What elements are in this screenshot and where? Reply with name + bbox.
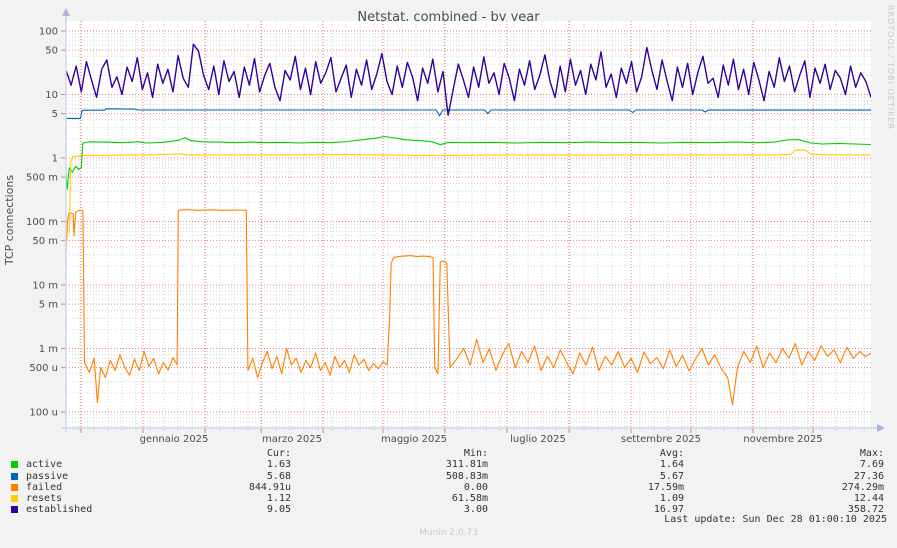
stat-value-max: 274.29m xyxy=(841,481,884,493)
y-tick-label: 50 xyxy=(45,46,58,57)
legend-swatch xyxy=(11,461,18,469)
x-axis-arrow xyxy=(877,424,885,432)
y-tick-label: 10 m xyxy=(32,281,58,292)
legend-row: passive 5.68 508.83m 5.67 27.36 xyxy=(0,471,897,482)
legend-swatch xyxy=(11,506,18,514)
legend-label: failed xyxy=(26,481,63,493)
last-update: Last update: Sun Dec 28 01:00:10 2025 xyxy=(664,514,887,525)
stat-value-avg: 5.67 xyxy=(659,470,684,482)
munin-version: Munin 2.0.73 xyxy=(419,528,478,538)
y-tick-label: 5 m xyxy=(39,300,58,311)
series-passive xyxy=(66,108,871,119)
stat-value-min: 311.81m xyxy=(445,459,488,471)
stat-value-cur: 9.05 xyxy=(266,504,291,516)
stats-header-cur: Cur: xyxy=(266,448,291,459)
stats-header-max: Max: xyxy=(859,448,884,459)
legend-row: established 9.05 3.00 16.97 358.72 xyxy=(0,504,897,515)
series-failed xyxy=(66,209,871,406)
stat-value-cur: 1.63 xyxy=(266,459,291,471)
stat-value-min: 61.58m xyxy=(451,493,488,505)
y-tick-label: 10 xyxy=(45,90,58,101)
y-tick-label: 5 xyxy=(52,109,58,120)
legend-stats-table: Cur: Min: Avg: Max: active 1.63 311.81m 1.64 7.6… xyxy=(0,448,897,516)
y-tick-label: 100 u xyxy=(29,408,58,419)
y-tick-label: 50 m xyxy=(32,236,58,247)
series-resets xyxy=(68,149,871,234)
legend-label: active xyxy=(26,459,63,471)
rrdtool-watermark: RRDTOOL / TOBI OETIKER xyxy=(886,5,895,131)
legend-label: passive xyxy=(26,470,69,482)
x-tick-label: settembre 2025 xyxy=(621,434,701,445)
stats-header-row: Cur: Min: Avg: Max: xyxy=(0,448,897,459)
stat-value-avg: 16.97 xyxy=(653,504,684,516)
y-tick-label: 100 m xyxy=(26,217,58,228)
legend-label: established xyxy=(26,504,93,516)
legend-row: failed 844.91u 0.00 17.59m 274.29m xyxy=(0,482,897,493)
x-tick-label: maggio 2025 xyxy=(381,434,447,445)
stats-header-min: Min: xyxy=(463,448,488,459)
stat-value-avg: 1.09 xyxy=(659,493,684,505)
stat-value-min: 0.00 xyxy=(463,481,488,493)
stat-value-avg: 1.64 xyxy=(659,459,684,471)
y-axis-arrow xyxy=(62,8,70,16)
legend-row: resets 1.12 61.58m 1.09 12.44 xyxy=(0,493,897,504)
stats-header-avg: Avg: xyxy=(659,448,684,459)
series-established xyxy=(66,43,871,116)
y-tick-label: 100 xyxy=(39,27,58,38)
x-tick-label: gennaio 2025 xyxy=(140,434,209,445)
stat-value-cur: 844.91u xyxy=(248,481,291,493)
y-tick-label: 1 m xyxy=(39,344,58,355)
stat-value-cur: 1.12 xyxy=(266,493,291,505)
stat-value-max: 27.36 xyxy=(853,470,884,482)
legend-swatch xyxy=(11,495,18,503)
stat-value-max: 12.44 xyxy=(853,493,884,505)
legend-swatch xyxy=(11,472,18,480)
x-tick-label: luglio 2025 xyxy=(510,434,566,445)
stat-value-max: 7.69 xyxy=(859,459,884,471)
legend-row: active 1.63 311.81m 1.64 7.69 xyxy=(0,459,897,470)
stat-value-max: 358.72 xyxy=(847,504,884,516)
x-tick-label: novembre 2025 xyxy=(743,434,822,445)
x-tick-label: marzo 2025 xyxy=(262,434,322,445)
stat-value-avg: 17.59m xyxy=(647,481,684,493)
legend-label: resets xyxy=(26,493,63,505)
y-tick-label: 1 xyxy=(52,154,58,165)
stat-value-cur: 5.68 xyxy=(266,470,291,482)
stat-value-min: 508.83m xyxy=(445,470,488,482)
legend-swatch xyxy=(11,483,18,491)
y-tick-label: 500 m xyxy=(26,173,58,184)
stat-value-min: 3.00 xyxy=(463,504,488,516)
y-tick-label: 500 u xyxy=(29,363,58,374)
series-active xyxy=(66,135,871,190)
